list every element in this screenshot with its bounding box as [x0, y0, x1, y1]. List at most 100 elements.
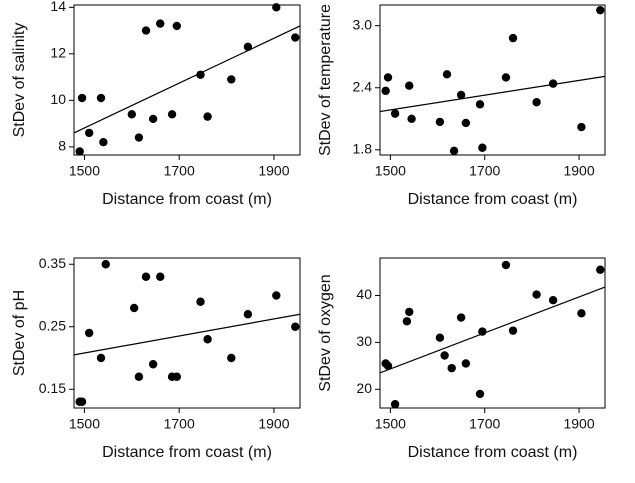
- x-tick-label: 1500: [375, 416, 406, 432]
- point: [96, 353, 106, 363]
- point: [156, 272, 165, 281]
- point: [84, 328, 94, 338]
- point: [532, 290, 541, 299]
- y-tick-label: 40: [356, 286, 372, 302]
- y-tick-label: 0.15: [39, 380, 66, 396]
- point: [243, 42, 253, 52]
- point: [203, 112, 212, 121]
- point: [461, 359, 471, 368]
- point: [243, 310, 253, 319]
- x-tick-label: 1900: [563, 416, 594, 432]
- fit-line: [73, 25, 301, 134]
- x-tick-label: 1900: [258, 416, 289, 432]
- point: [75, 147, 84, 156]
- y-axis-title: StDev of salinity: [11, 23, 28, 138]
- point: [577, 309, 586, 318]
- x-axis-title: Distance from coast (m): [408, 191, 578, 208]
- x-tick-label: 1700: [469, 163, 500, 179]
- y-tick-label: 14: [50, 0, 66, 14]
- point: [532, 98, 541, 107]
- point: [442, 70, 452, 79]
- point: [156, 19, 165, 28]
- fit-line: [379, 286, 606, 374]
- x-tick-label: 1900: [258, 163, 289, 179]
- point: [84, 128, 94, 138]
- point: [402, 317, 412, 326]
- y-tick-label: 30: [356, 333, 372, 349]
- plot-frame: [73, 257, 301, 409]
- point: [127, 110, 137, 119]
- x-axis-title: Distance from coast (m): [102, 191, 272, 208]
- x-tick-label: 1700: [469, 416, 500, 432]
- x-axis-title: Distance from coast (m): [102, 444, 272, 461]
- point: [447, 363, 456, 373]
- point: [440, 351, 449, 360]
- point: [501, 73, 511, 82]
- point: [449, 146, 459, 156]
- point: [141, 272, 151, 281]
- y-axis-title: StDev of pH: [11, 290, 28, 376]
- point: [478, 143, 487, 152]
- point: [272, 3, 281, 12]
- x-tick-label: 1700: [164, 416, 195, 432]
- y-tick-label: 12: [50, 45, 66, 61]
- y-tick-label: 20: [356, 380, 372, 396]
- y-axis-title: StDev of oxygen: [317, 274, 334, 391]
- point: [475, 389, 485, 399]
- point: [134, 372, 144, 381]
- point: [172, 21, 182, 31]
- point: [172, 372, 182, 381]
- plot-frame: [379, 257, 606, 409]
- point: [129, 303, 139, 313]
- point: [148, 114, 158, 124]
- point: [435, 117, 445, 127]
- fit-line: [73, 313, 301, 356]
- point: [101, 260, 110, 269]
- point: [501, 260, 511, 270]
- point: [596, 265, 605, 274]
- point: [203, 335, 212, 344]
- point: [291, 322, 300, 331]
- point: [227, 75, 236, 84]
- point: [478, 327, 487, 336]
- point: [167, 110, 177, 119]
- point: [381, 86, 390, 96]
- x-tick-label: 1500: [375, 163, 406, 179]
- point: [196, 70, 205, 79]
- point: [407, 114, 416, 123]
- point: [141, 26, 151, 35]
- y-tick-label: 0.25: [39, 317, 66, 333]
- plot-frame: [73, 4, 301, 156]
- point: [291, 33, 300, 42]
- point: [196, 297, 205, 306]
- point: [390, 400, 400, 409]
- point: [148, 360, 158, 369]
- y-tick-label: 10: [50, 91, 66, 107]
- point: [77, 397, 87, 406]
- x-tick-label: 1500: [69, 416, 100, 432]
- point: [405, 307, 414, 317]
- y-tick-label: 3.0: [353, 16, 373, 32]
- plot-frame: [379, 4, 606, 156]
- point: [134, 133, 144, 142]
- point: [390, 109, 400, 118]
- point: [475, 100, 485, 109]
- y-tick-label: 8: [58, 138, 66, 154]
- point: [548, 295, 558, 305]
- point: [456, 90, 466, 100]
- point: [77, 93, 87, 103]
- point: [96, 93, 106, 103]
- point: [99, 138, 108, 147]
- x-tick-label: 1900: [563, 163, 594, 179]
- fit-line: [379, 75, 606, 113]
- x-axis-title: Distance from coast (m): [408, 444, 578, 461]
- point: [272, 291, 281, 300]
- point: [405, 81, 414, 90]
- point: [508, 326, 518, 335]
- point: [227, 353, 236, 363]
- point: [508, 33, 518, 43]
- x-tick-label: 1500: [69, 163, 100, 179]
- point: [596, 5, 605, 15]
- y-axis-title: StDev of temperature: [317, 4, 334, 156]
